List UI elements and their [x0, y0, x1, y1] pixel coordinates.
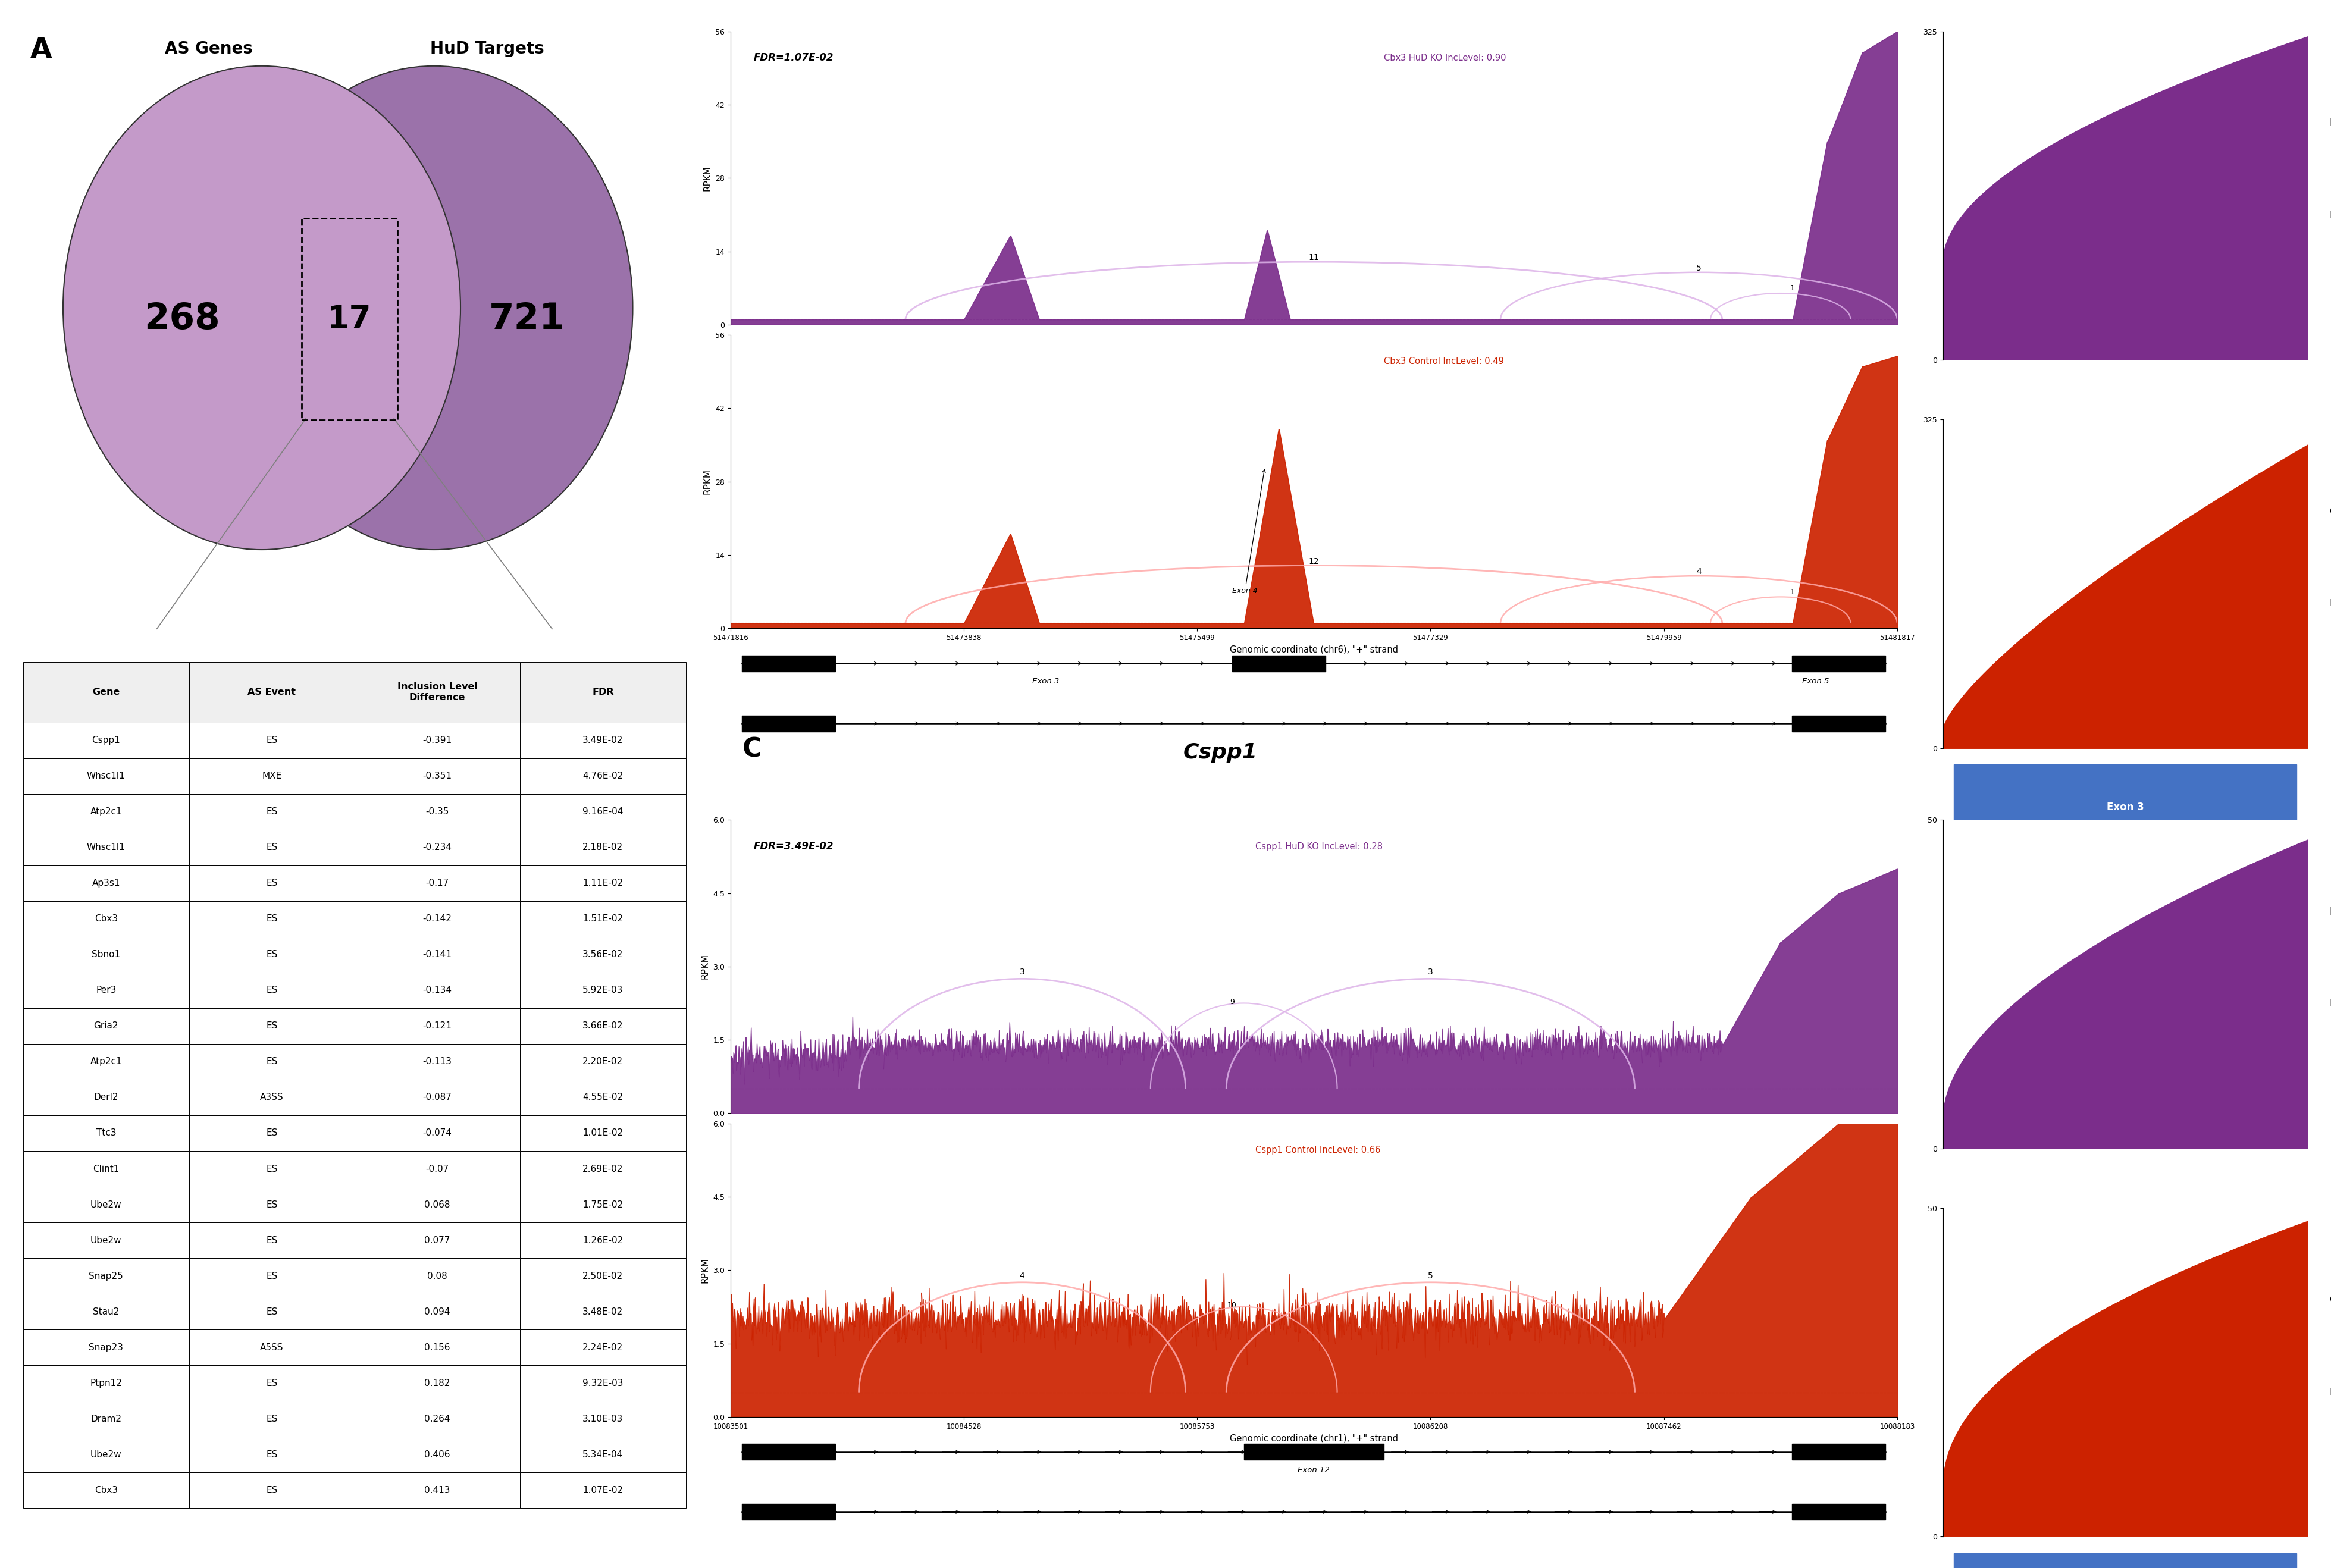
- Text: 3: 3: [1019, 967, 1026, 977]
- Text: 9: 9: [1231, 997, 1235, 1005]
- Text: Exon 3: Exon 3: [2107, 801, 2145, 812]
- Text: 5: 5: [1429, 1272, 1434, 1279]
- Text: Cspp1: Cspp1: [1184, 742, 1259, 762]
- Bar: [741, 1504, 834, 1519]
- Text: AS Genes: AS Genes: [166, 41, 252, 58]
- Text: Cspp1 Control IncLevel: 0.66: Cspp1 Control IncLevel: 0.66: [1256, 1146, 1380, 1154]
- Text: HuD Targets: HuD Targets: [429, 41, 543, 58]
- Text: Exon 12: Exon 12: [1298, 1466, 1329, 1474]
- Text: Cspp1 HuD KO IncLevel: 0.28: Cspp1 HuD KO IncLevel: 0.28: [1256, 842, 1382, 851]
- Bar: [741, 1444, 834, 1460]
- Bar: [1233, 655, 1326, 671]
- Text: 4: 4: [1019, 1272, 1026, 1279]
- X-axis label: Genomic coordinate (chr1), "+" strand: Genomic coordinate (chr1), "+" strand: [1231, 1433, 1399, 1443]
- Text: 12: 12: [1308, 557, 1319, 566]
- Text: 10: 10: [1228, 1301, 1238, 1309]
- Bar: [1793, 1504, 1886, 1519]
- Y-axis label: RPKM: RPKM: [704, 165, 711, 191]
- Bar: [1793, 655, 1886, 671]
- Text: FDR=1.07E-02: FDR=1.07E-02: [753, 52, 834, 63]
- Text: 1: 1: [1790, 588, 1795, 596]
- Text: 17: 17: [326, 304, 371, 336]
- Ellipse shape: [235, 66, 632, 550]
- Text: FDR=3.49E-02: FDR=3.49E-02: [753, 840, 834, 851]
- X-axis label: Genomic coordinate (chr6), "+" strand: Genomic coordinate (chr6), "+" strand: [1231, 644, 1399, 654]
- Y-axis label: RPKM: RPKM: [702, 1258, 709, 1283]
- Text: Cbx3 HuD KO IncLevel: 0.90: Cbx3 HuD KO IncLevel: 0.90: [1385, 53, 1506, 63]
- Ellipse shape: [63, 66, 462, 550]
- Text: 4: 4: [1697, 568, 1702, 575]
- Text: A: A: [30, 38, 51, 64]
- Text: 3: 3: [1429, 967, 1434, 977]
- Text: 11: 11: [1308, 254, 1319, 262]
- FancyBboxPatch shape: [1953, 765, 2296, 850]
- Y-axis label: RPKM: RPKM: [704, 469, 711, 494]
- Bar: [1793, 1444, 1886, 1460]
- Text: Exon 5: Exon 5: [1802, 677, 1830, 685]
- FancyBboxPatch shape: [1953, 1552, 2296, 1568]
- Text: 5: 5: [1697, 263, 1702, 273]
- Text: Cbx3 Control IncLevel: 0.49: Cbx3 Control IncLevel: 0.49: [1385, 358, 1503, 365]
- Text: 268: 268: [145, 301, 219, 337]
- Bar: [741, 715, 834, 731]
- Bar: [1245, 1444, 1385, 1460]
- Y-axis label: RPKM: RPKM: [702, 953, 709, 980]
- Text: Exon 3: Exon 3: [1033, 677, 1058, 685]
- Text: 1: 1: [1790, 284, 1795, 292]
- Bar: [741, 655, 834, 671]
- Text: 721: 721: [490, 301, 564, 337]
- Text: C: C: [741, 737, 762, 762]
- Text: Exon 4: Exon 4: [1233, 469, 1266, 594]
- Bar: [1793, 715, 1886, 731]
